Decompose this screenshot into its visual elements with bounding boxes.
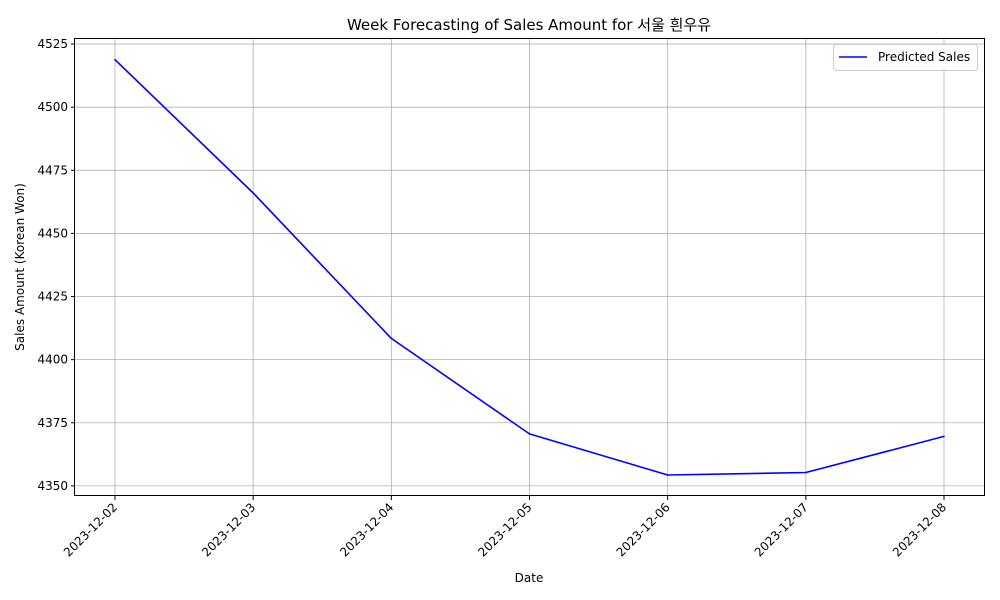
y-axis: 4350 4375 4400 4425 4450 4475 4500 4525 xyxy=(37,37,75,493)
data-point xyxy=(666,474,669,476)
data-point xyxy=(390,337,393,340)
data-point xyxy=(943,435,945,438)
grid-lines xyxy=(75,39,985,496)
y-tick-label: 4525 xyxy=(37,37,68,51)
y-tick-label: 4400 xyxy=(37,353,68,367)
y-tick-label: 4450 xyxy=(37,226,68,240)
data-point xyxy=(528,433,531,435)
legend: Predicted Sales xyxy=(833,44,978,71)
y-tick-label: 4375 xyxy=(37,416,68,430)
x-axis-label: Date xyxy=(515,571,544,585)
chart-title: Week Forecasting of Sales Amount for 서울 … xyxy=(347,16,711,34)
legend-box xyxy=(833,44,978,71)
y-tick-label: 4350 xyxy=(37,479,68,493)
data-point xyxy=(114,58,116,61)
y-tick-label: 4500 xyxy=(37,100,68,114)
legend-label-predicted-sales: Predicted Sales xyxy=(878,50,970,64)
series-line-group xyxy=(114,58,945,476)
y-tick-label: 4475 xyxy=(37,163,68,177)
y-axis-label: Sales Amount (Korean Won) xyxy=(13,183,27,351)
data-point xyxy=(805,471,807,474)
data-point xyxy=(252,192,254,194)
plot-frame xyxy=(74,38,985,496)
y-tick-label: 4425 xyxy=(37,290,68,304)
